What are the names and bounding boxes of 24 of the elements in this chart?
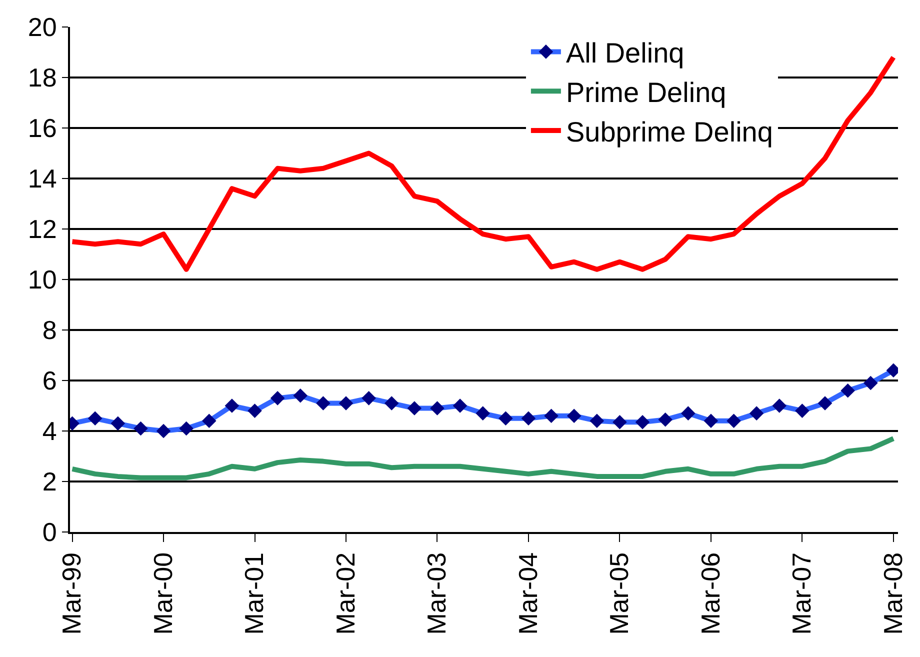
x-tick-label: Mar-05 — [604, 552, 634, 635]
x-tick-label: Mar-06 — [695, 552, 726, 635]
y-tick-label: 18 — [28, 62, 57, 93]
legend-label: Prime Delinq — [566, 77, 726, 108]
x-tick-label: Mar-07 — [786, 552, 817, 635]
y-tick-label: 2 — [42, 466, 57, 497]
y-tick-label: 8 — [42, 315, 57, 346]
y-tick-label: 6 — [42, 366, 57, 396]
y-tick-label: 10 — [28, 264, 57, 295]
y-tick-label: 14 — [28, 164, 57, 194]
y-tick-label: 4 — [42, 416, 57, 446]
y-tick-label: 20 — [28, 12, 57, 42]
legend-label: Subprime Delinq — [566, 116, 773, 148]
legend-label: All Delinq — [566, 38, 684, 69]
y-tick-label: 16 — [28, 113, 57, 144]
x-tick-label: Mar-99 — [56, 552, 87, 635]
y-tick-label: 12 — [28, 214, 57, 244]
x-tick-label: Mar-03 — [422, 552, 452, 635]
x-tick-label: Mar-00 — [148, 552, 178, 635]
x-tick-label: Mar-04 — [512, 552, 543, 635]
y-tick-label: 0 — [42, 517, 57, 548]
x-tick-label: Mar-01 — [239, 552, 270, 635]
x-tick-label: Mar-08 — [878, 552, 908, 635]
x-tick-label: Mar-02 — [330, 552, 360, 635]
